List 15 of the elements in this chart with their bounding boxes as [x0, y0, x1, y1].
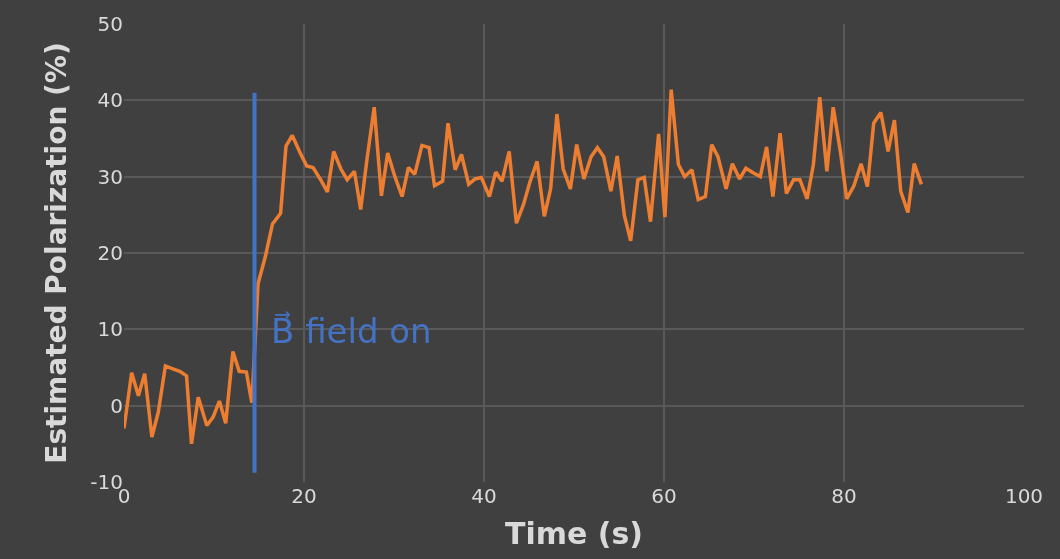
y-axis-title: Estimated Polarization (%)	[40, 42, 74, 464]
y-tick-label: 20	[97, 241, 123, 265]
x-tick-label: 40	[471, 484, 497, 508]
x-tick-label: 60	[651, 484, 677, 508]
ref-line-label: B⃗ field on	[271, 311, 432, 352]
x-tick-label: 100	[1004, 484, 1044, 508]
y-tick-label: 0	[110, 393, 123, 418]
x-tick-label: 20	[291, 484, 317, 508]
line-series	[124, 87, 924, 446]
y-tick-label: 30	[97, 164, 123, 189]
x-axis-title: Time (s)	[504, 515, 644, 551]
y-tick-label: 40	[97, 88, 123, 113]
y-tick-label: 50	[97, 12, 123, 36]
x-tick-label: 80	[831, 484, 857, 508]
y-tick-label: 10	[97, 317, 123, 342]
